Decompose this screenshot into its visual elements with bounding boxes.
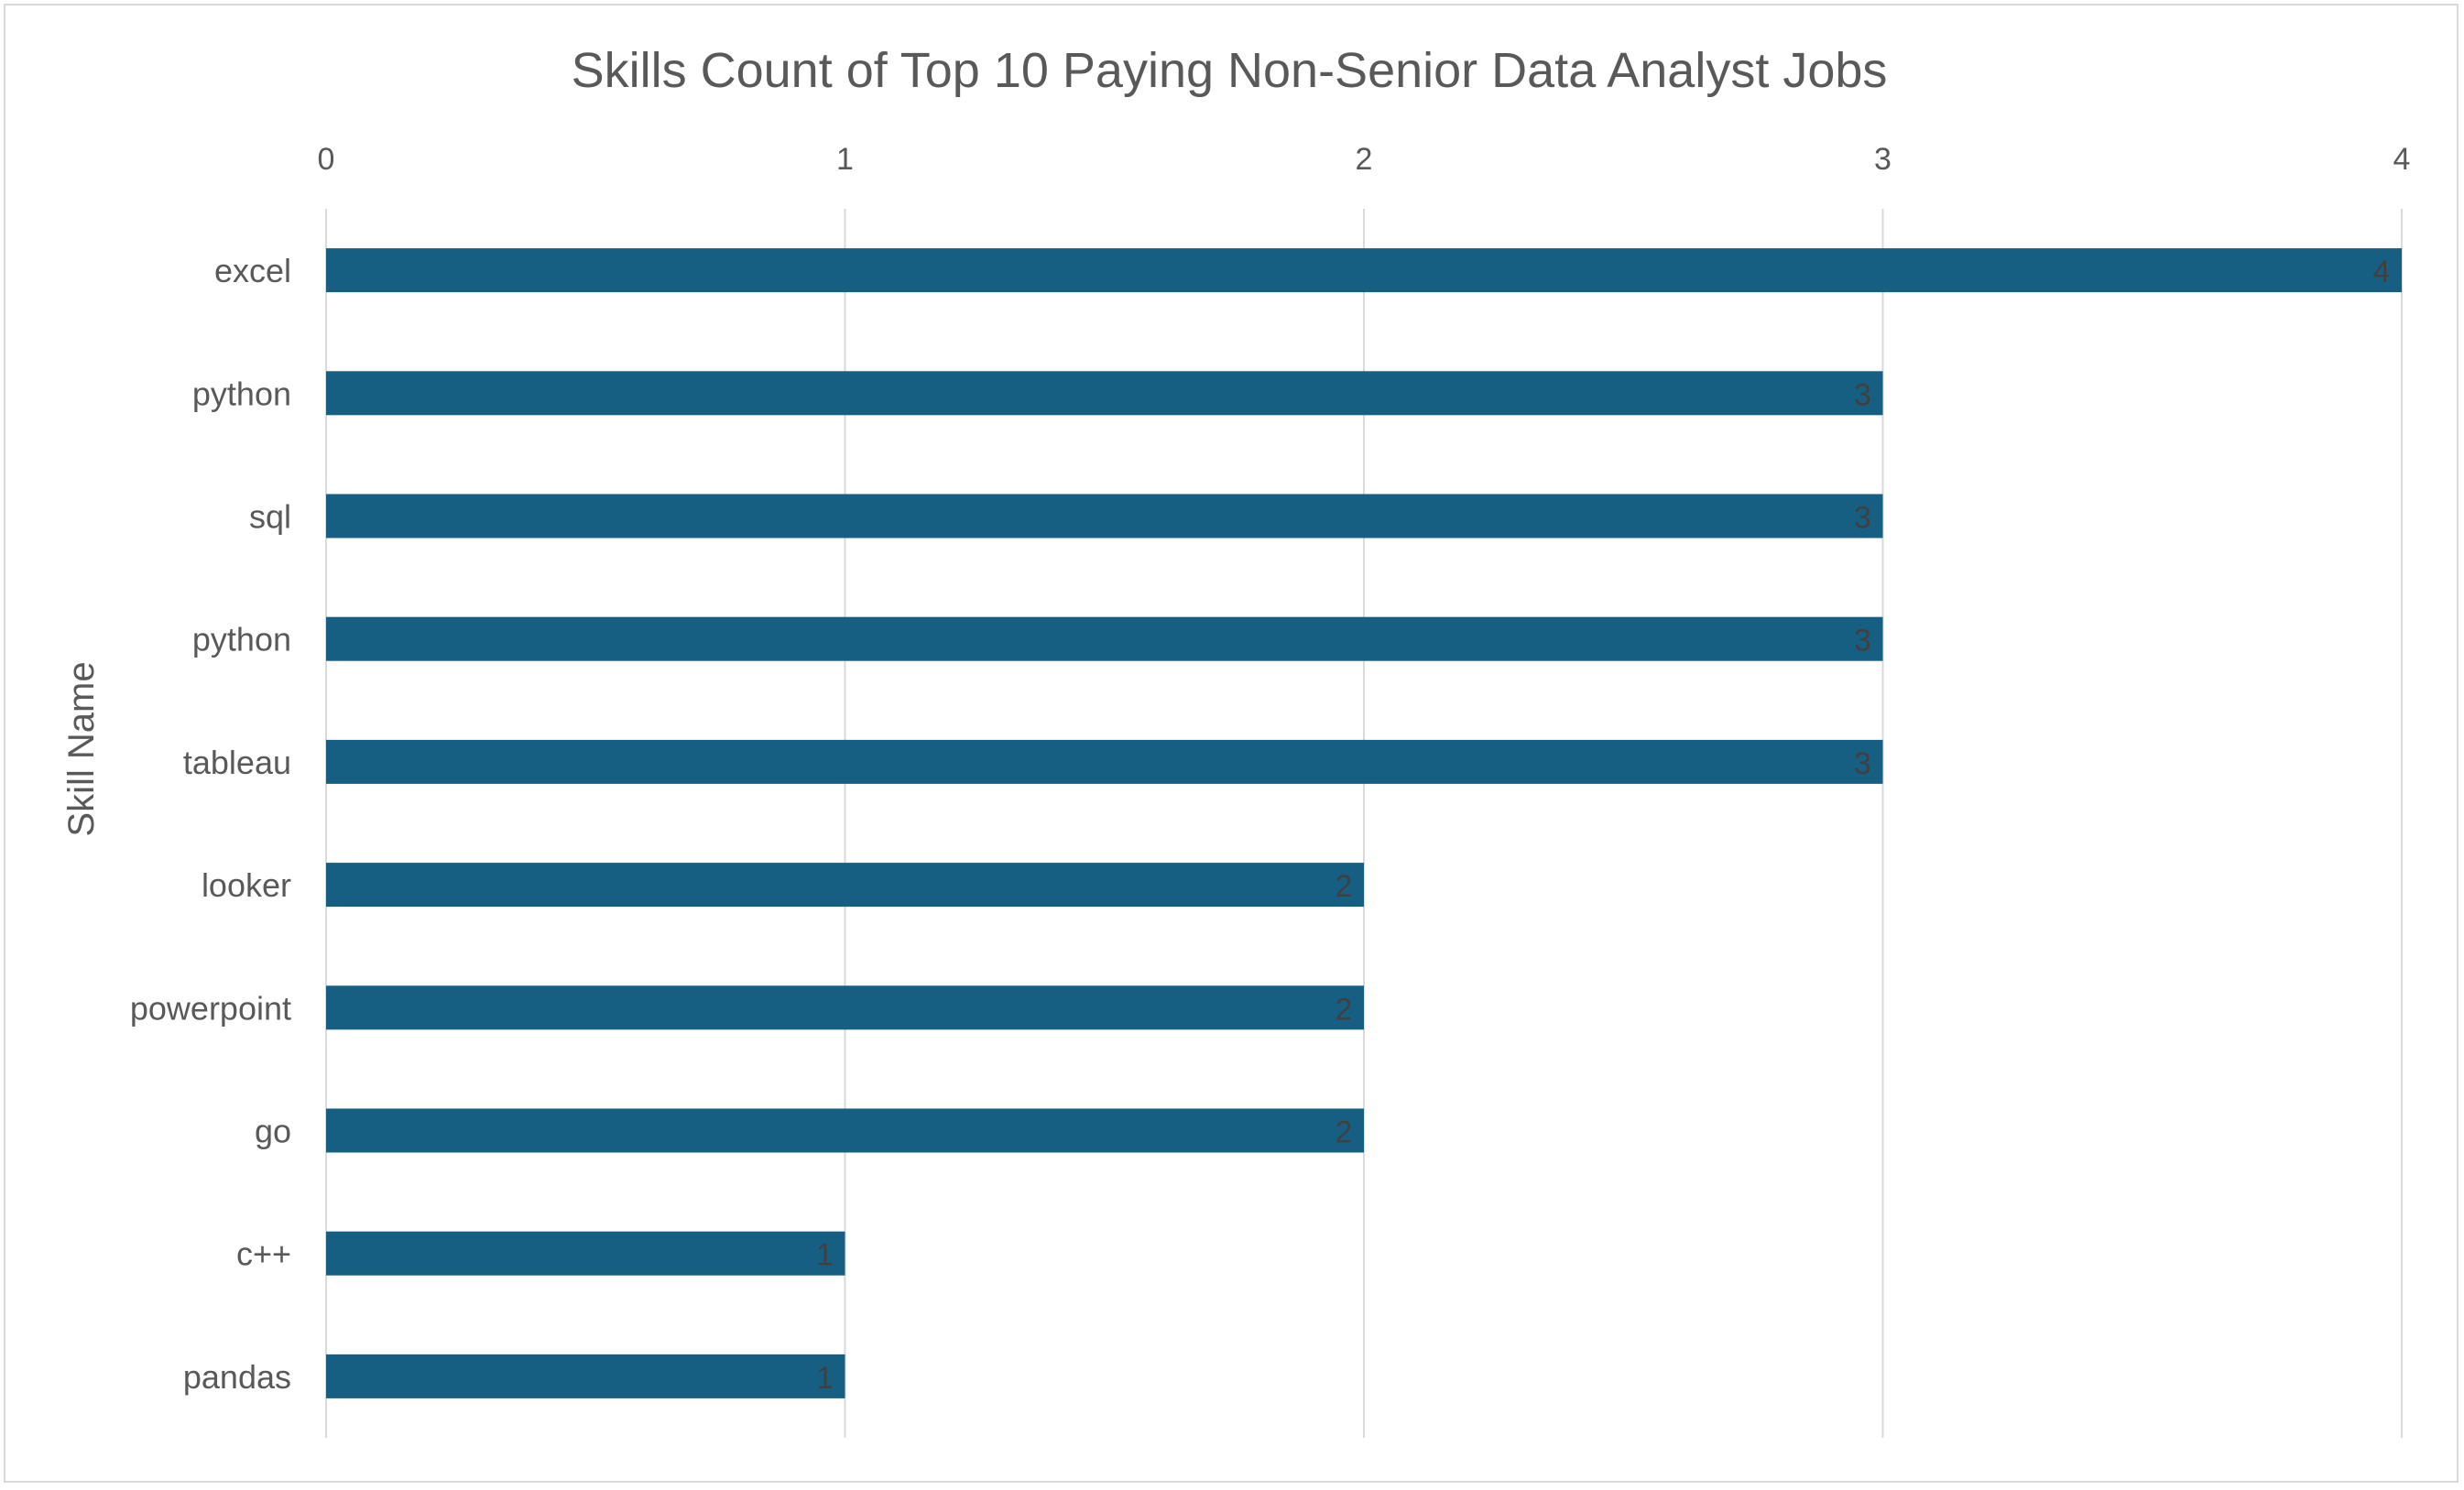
bar-excel-0 <box>326 248 2402 293</box>
category-label: sql <box>249 498 291 536</box>
bar-c--8 <box>326 1231 845 1276</box>
x-axis-ticks: 0 1 2 3 4 <box>318 142 2411 177</box>
x-tick-label: 0 <box>318 142 335 177</box>
category-label: python <box>192 621 291 658</box>
category-label: pandas <box>183 1358 291 1396</box>
data-label: 2 <box>1336 992 1353 1027</box>
category-label: powerpoint <box>130 989 291 1027</box>
category-label: excel <box>214 252 291 289</box>
category-label: looker <box>202 866 291 904</box>
bar-tableau-4 <box>326 739 1883 784</box>
bar-powerpoint-6 <box>326 985 1364 1030</box>
bar-sql-2 <box>326 494 1883 538</box>
chart-title: Skills Count of Top 10 Paying Non-Senior… <box>572 43 1888 98</box>
category-label: c++ <box>236 1235 291 1273</box>
category-label: go <box>255 1113 291 1150</box>
x-tick-label: 3 <box>1874 142 1892 177</box>
bar-go-7 <box>326 1108 1364 1153</box>
x-tick-label: 1 <box>836 142 854 177</box>
bar-python-3 <box>326 616 1883 661</box>
data-label: 3 <box>1854 377 1871 412</box>
bars <box>326 248 2402 1398</box>
y-axis-title: Skill Name <box>61 661 102 836</box>
data-label: 3 <box>1854 501 1871 536</box>
data-label: 2 <box>1336 869 1353 904</box>
data-label: 1 <box>816 1238 834 1273</box>
x-tick-label: 4 <box>2393 142 2411 177</box>
category-label: python <box>192 375 291 412</box>
data-label: 3 <box>1854 746 1871 781</box>
category-label: tableau <box>183 744 291 781</box>
data-label: 4 <box>2373 255 2391 289</box>
data-labels: 4 3 3 3 3 2 2 2 1 1 <box>816 255 2390 1396</box>
bar-python-1 <box>326 371 1883 416</box>
data-label: 1 <box>816 1361 834 1396</box>
x-tick-label: 2 <box>1356 142 1373 177</box>
data-label: 3 <box>1854 624 1871 658</box>
bar-looker-5 <box>326 863 1364 908</box>
bar-pandas-9 <box>326 1354 845 1398</box>
category-labels: excel python sql python tableau looker powerpo… <box>130 252 291 1396</box>
data-label: 2 <box>1336 1115 1353 1150</box>
